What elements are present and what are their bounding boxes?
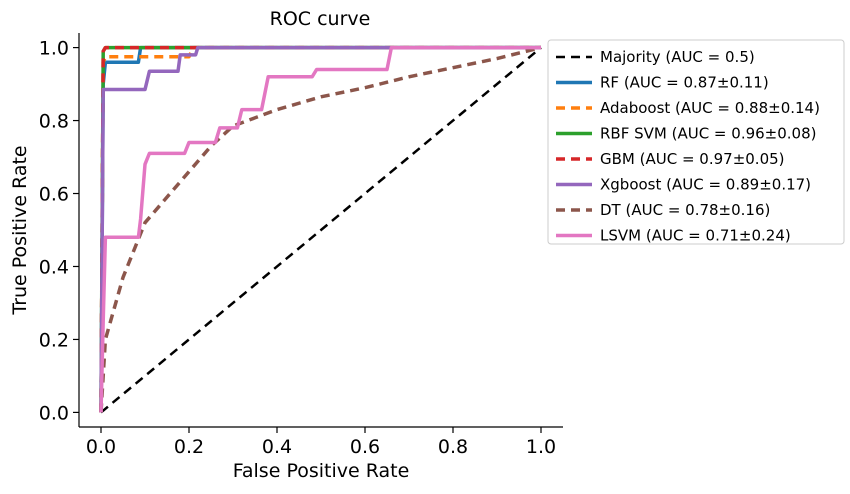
legend-label-rbf-svm: RBF SVM (AUC = 0.96±0.08) [600, 125, 817, 143]
x-tick-label: 0.0 [86, 436, 116, 458]
x-axis-title: False Positive Rate [233, 460, 410, 482]
y-tick-label: 0.2 [39, 329, 69, 351]
x-tick-label: 0.4 [262, 436, 292, 458]
y-ticks: 0.0 0.2 0.4 0.6 0.8 1.0 [39, 38, 79, 424]
y-axis-title: True Positive Rate [9, 145, 31, 315]
y-tick-label: 0.8 [39, 111, 69, 133]
legend-label-rf: RF (AUC = 0.87±0.11) [600, 74, 769, 92]
series-line-dt [99, 45, 542, 413]
series-line-xgboost [99, 45, 541, 413]
x-tick-label: 0.2 [174, 436, 204, 458]
legend-frame [547, 39, 845, 245]
series-line-majority [100, 46, 542, 414]
x-tick-label: 0.6 [350, 436, 380, 458]
legend: Majority (AUC = 0.5) RF (AUC = 0.87±0.11)… [547, 39, 845, 245]
series-line-lsvm [99, 45, 541, 413]
legend-label-dt: DT (AUC = 0.78±0.16) [600, 201, 770, 219]
legend-entries: Majority (AUC = 0.5) RF (AUC = 0.87±0.11)… [556, 48, 820, 245]
x-ticks: 0.0 0.2 0.4 0.6 0.8 1.0 [86, 427, 556, 458]
x-tick-label: 0.8 [438, 436, 468, 458]
plot-lines [99, 45, 542, 414]
y-tick-label: 0.0 [39, 402, 69, 424]
chart-title: ROC curve [270, 8, 371, 30]
legend-label-xgboost: Xgboost (AUC = 0.89±0.17) [600, 176, 811, 194]
legend-label-adaboost: Adaboost (AUC = 0.88±0.14) [600, 99, 820, 117]
legend-label-majority: Majority (AUC = 0.5) [600, 48, 755, 66]
y-tick-label: 0.4 [39, 256, 69, 278]
y-tick-label: 1.0 [39, 38, 69, 60]
y-tick-label: 0.6 [39, 184, 69, 206]
legend-label-gbm: GBM (AUC = 0.97±0.05) [600, 150, 785, 168]
legend-label-lsvm: LSVM (AUC = 0.71±0.24) [600, 227, 791, 245]
x-tick-label: 1.0 [526, 436, 556, 458]
